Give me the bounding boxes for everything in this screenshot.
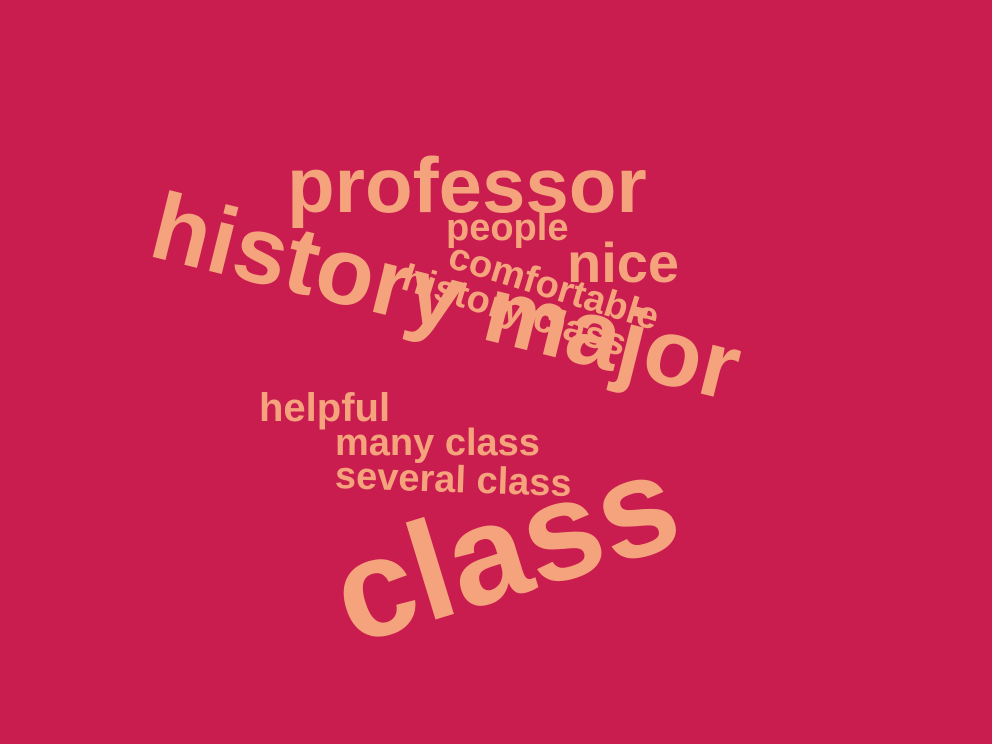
word-several-class: several class (334, 454, 573, 506)
word-many-class: many class (335, 422, 540, 464)
word-helpful: helpful (259, 386, 391, 430)
word-professor: professor (287, 141, 647, 229)
word-nice: nice (567, 231, 680, 294)
word-people: people (446, 207, 569, 249)
